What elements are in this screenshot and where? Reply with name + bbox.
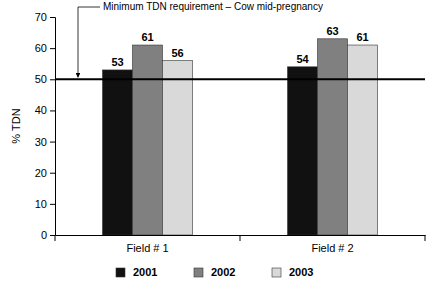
y-tick-label: 40 [35, 104, 47, 116]
y-tick-label: 70 [35, 11, 47, 23]
data-label: 54 [296, 53, 309, 65]
y-tick-label: 50 [35, 73, 47, 85]
reference-line [55, 78, 425, 80]
data-label: 63 [326, 25, 338, 37]
y-tick: 20 [35, 167, 55, 179]
y-tick-mark [50, 79, 55, 80]
bars [103, 39, 378, 235]
legend-item: 2001 [116, 266, 157, 278]
bar [163, 61, 193, 235]
y-tick-mark [50, 110, 55, 111]
category-divider [425, 235, 426, 241]
y-axis-title: % TDN [10, 108, 22, 143]
bar [318, 39, 348, 235]
legend-swatch [272, 268, 281, 277]
x-tick: Field # 1 [126, 235, 168, 254]
y-tick-label: 30 [35, 136, 47, 148]
y-tick: 10 [35, 198, 55, 210]
legend-item: 2003 [272, 266, 313, 278]
legend-item: 2002 [194, 266, 235, 278]
x-tick-label: Field # 1 [126, 242, 168, 254]
annotation-arrow [78, 7, 100, 77]
annotation-text: Minimum TDN requirement – Cow mid-pregna… [103, 1, 323, 12]
y-tick: 70 [35, 11, 55, 23]
y-tick: 50 [35, 73, 55, 85]
y-axis-line [50, 18, 56, 236]
data-label: 61 [141, 31, 153, 43]
legend-label: 2001 [133, 266, 157, 278]
y-tick-label: 10 [35, 198, 47, 210]
data-label: 53 [111, 56, 123, 68]
data-labels: 53 54 61 63 56 61 [111, 25, 368, 68]
y-tick-label: 60 [35, 42, 47, 54]
y-tick: 0 [41, 229, 55, 241]
y-tick: 60 [35, 42, 55, 54]
y-tick-mark [50, 235, 55, 236]
legend: 2001 2002 2003 [116, 266, 313, 278]
category-divider [240, 235, 241, 241]
bar [103, 70, 133, 235]
category-divider [55, 235, 56, 241]
chart: 0 10 20 30 40 50 60 70 % TDN Field # 1 Field # 2 Mi… [0, 0, 439, 289]
x-axis: Field # 1 Field # 2 [56, 235, 426, 254]
y-tick-label: 20 [35, 167, 47, 179]
y-tick-mark [50, 17, 55, 18]
y-tick: 30 [35, 136, 55, 148]
y-tick-mark [50, 173, 55, 174]
y-tick-mark [50, 142, 55, 143]
bar [133, 45, 163, 235]
y-axis: 0 10 20 30 40 50 60 70 [35, 11, 56, 241]
legend-label: 2002 [211, 266, 235, 278]
x-tick-label: Field # 2 [311, 242, 353, 254]
legend-swatch [116, 268, 125, 277]
bar [288, 67, 318, 235]
annotation: Minimum TDN requirement – Cow mid-pregna… [50, 1, 425, 79]
y-tick-mark [50, 48, 55, 49]
category-dividers [55, 235, 425, 241]
data-label: 61 [356, 31, 368, 43]
y-tick-label: 0 [41, 229, 47, 241]
data-label: 56 [171, 47, 183, 59]
x-tick: Field # 2 [311, 235, 353, 254]
y-tick-mark [50, 204, 55, 205]
legend-swatch [194, 268, 203, 277]
legend-label: 2003 [289, 266, 313, 278]
bar [348, 45, 378, 235]
y-tick: 40 [35, 104, 55, 116]
